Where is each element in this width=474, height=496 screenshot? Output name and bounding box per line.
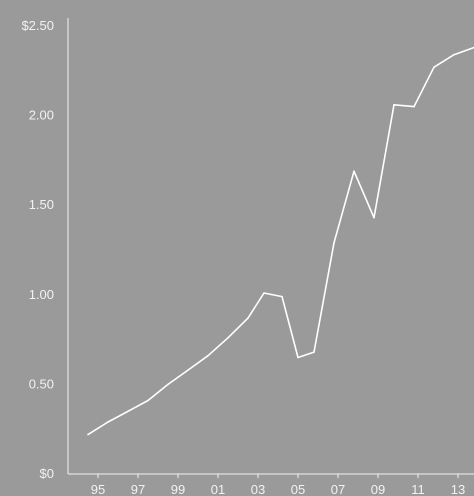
data-point xyxy=(187,369,189,371)
data-point xyxy=(263,292,265,294)
y-tick-label: $2.50 xyxy=(21,18,54,33)
y-tick-label: 0.50 xyxy=(29,376,54,391)
data-point xyxy=(353,170,355,172)
data-point xyxy=(167,383,169,386)
x-tick-label: 95 xyxy=(91,482,105,496)
y-tick-label: 1.50 xyxy=(29,197,54,212)
data-point xyxy=(147,399,149,402)
x-tick-label: 05 xyxy=(291,482,305,496)
data-point xyxy=(227,337,229,339)
x-tick-label: 99 xyxy=(171,482,185,496)
x-tick-label: 09 xyxy=(371,482,385,496)
data-point xyxy=(413,105,415,108)
x-tick-label: 13 xyxy=(451,482,465,496)
data-point xyxy=(333,242,335,244)
data-point xyxy=(433,66,435,69)
data-point xyxy=(107,421,109,423)
data-point xyxy=(281,295,283,298)
data-point xyxy=(127,410,129,413)
x-axis-tick-labels: 95 97 99 01 03 05 07 09 11 13 xyxy=(91,482,465,496)
x-tick-label: 97 xyxy=(131,482,145,496)
y-axis-tick-labels: $0 0.50 1.00 1.50 2.00 $2.50 xyxy=(21,18,54,481)
data-point xyxy=(87,433,89,436)
data-point xyxy=(313,351,315,353)
y-tick-label: 2.00 xyxy=(29,108,54,123)
data-point xyxy=(207,354,209,357)
x-tick-label: 07 xyxy=(331,482,345,496)
data-point xyxy=(297,356,299,359)
data-point xyxy=(453,53,455,56)
y-tick-label: $0 xyxy=(40,466,54,481)
x-axis-ticks xyxy=(97,474,459,478)
data-point xyxy=(393,104,395,106)
x-tick-label: 01 xyxy=(211,482,225,496)
x-tick-label: 03 xyxy=(251,482,265,496)
data-point xyxy=(373,216,375,219)
x-tick-label: 11 xyxy=(411,482,425,496)
data-point xyxy=(247,317,249,319)
y-tick-label: 1.00 xyxy=(29,287,54,302)
